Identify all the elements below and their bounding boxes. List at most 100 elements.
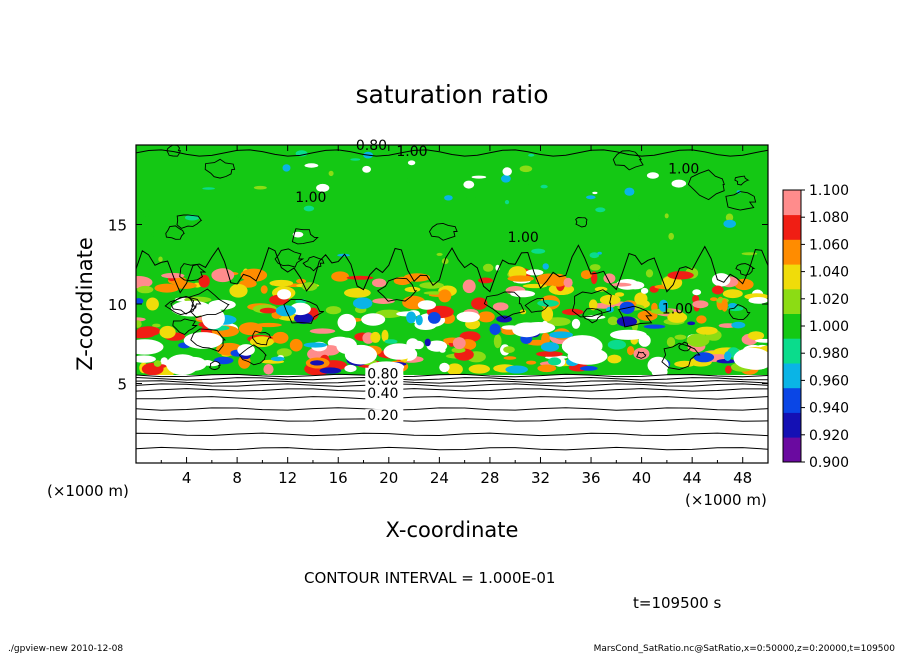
field-patch: [446, 363, 463, 376]
field-patch: [547, 357, 562, 366]
field-patch: [723, 219, 736, 228]
field-patch: [505, 365, 528, 374]
field-patch: [526, 360, 537, 365]
field-patch: [253, 185, 267, 190]
field-patch: [594, 286, 608, 292]
field-patch: [208, 299, 236, 310]
contour-line: [302, 256, 325, 272]
field-patch: [540, 184, 548, 189]
field-patch: [646, 172, 659, 179]
field-patch: [725, 365, 732, 374]
field-patch: [303, 205, 315, 212]
time-label: t=109500 s: [633, 594, 721, 612]
field-patch: [159, 325, 176, 339]
field-patch: [563, 277, 573, 288]
field-patch: [668, 232, 674, 240]
field-patch: [331, 271, 349, 282]
field-patch: [263, 364, 274, 375]
contour-label: 0.80: [356, 138, 387, 154]
contour-line: [136, 376, 768, 381]
field-patch: [724, 351, 732, 362]
colorbar-swatch: [783, 387, 801, 413]
field-patch: [309, 328, 336, 334]
contour-lines: [136, 145, 768, 451]
x-tick-label: 4: [182, 469, 192, 487]
field-patch: [417, 300, 436, 310]
contour-label: 1.00: [396, 144, 427, 160]
field-patch: [589, 252, 600, 259]
plot-area: [136, 145, 768, 463]
contour-line: [582, 308, 603, 324]
field-patch: [381, 329, 389, 342]
x-unit-left: (×1000 m): [47, 482, 129, 500]
field-patch: [229, 284, 248, 298]
contour-line: [136, 396, 768, 400]
field-patch: [444, 195, 453, 201]
field-patch: [647, 356, 669, 374]
colorbar-label: 1.040: [809, 265, 849, 281]
contour-line: [376, 277, 418, 302]
contour-line: [204, 158, 236, 179]
field-patch: [372, 278, 387, 288]
field-patch: [537, 364, 557, 373]
field-patch: [198, 274, 210, 288]
x-tick-label: 32: [531, 469, 550, 487]
field-patch: [567, 347, 608, 365]
field-patch: [289, 338, 303, 352]
field-patch: [640, 287, 649, 294]
field-patch: [692, 300, 709, 309]
colorbar-swatch: [783, 313, 801, 339]
field-patch: [383, 343, 415, 360]
field-patch: [142, 209, 151, 217]
field-patch: [535, 273, 562, 286]
contour-line: [136, 407, 768, 411]
x-tick-label: 20: [379, 469, 398, 487]
field-patch: [303, 342, 327, 348]
contour-label: 1.00: [662, 302, 693, 318]
x-tick-label: 40: [632, 469, 651, 487]
contour-line: [636, 351, 647, 359]
contour-line: [678, 341, 692, 352]
field-patch: [492, 302, 509, 311]
field-patch: [407, 160, 416, 166]
field-patch: [634, 292, 648, 306]
field-patch: [540, 342, 560, 352]
field-patch: [282, 164, 291, 172]
contour-label: 1.00: [668, 162, 699, 178]
contour-line: [661, 342, 701, 370]
field-patch: [592, 191, 598, 195]
field-patch: [747, 331, 765, 341]
contour-label: 0.80: [367, 367, 398, 383]
contour-labels: 0.200.400.600.800.801.001.001.001.001.00: [295, 138, 699, 424]
colorbar-swatch: [783, 338, 801, 364]
field-patch: [741, 252, 758, 256]
x-axis-label: X-coordinate: [386, 518, 519, 542]
field-patch: [292, 231, 304, 238]
contour-line: [190, 328, 226, 352]
field-patch: [658, 299, 669, 312]
contour-line: [274, 248, 305, 268]
field-patch: [462, 279, 476, 294]
field-patch: [276, 348, 292, 357]
field-patch: [456, 311, 480, 323]
contour-line: [483, 291, 525, 319]
field-patch: [510, 290, 536, 298]
contour-line: [176, 214, 203, 229]
contour-label-bg: [365, 409, 404, 423]
field-patch: [489, 323, 501, 335]
y-tick-label: 10: [108, 296, 127, 314]
field-patch: [384, 339, 398, 344]
colorbar: 0.900 0.920 0.940 0.960 0.980 1.000 1.020 1.040…: [782, 183, 849, 471]
field-patch: [526, 269, 544, 276]
field-patch: [211, 268, 235, 283]
field-patch: [137, 285, 154, 294]
field-patch: [645, 269, 654, 278]
contour-line: [136, 244, 768, 294]
field-patch: [728, 303, 738, 308]
field-patch: [721, 298, 728, 312]
contour-line: [735, 263, 756, 276]
x-tick-label: 8: [232, 469, 242, 487]
field-patch: [571, 318, 581, 329]
field-patch: [413, 340, 424, 350]
field-patch: [350, 158, 361, 161]
